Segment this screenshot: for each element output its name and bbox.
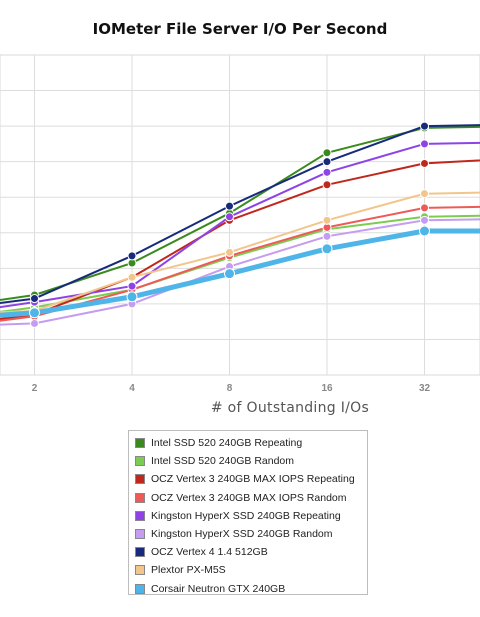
data-point: [322, 148, 332, 158]
series-8: [0, 225, 480, 319]
legend-swatch: [135, 529, 145, 540]
legend-label: OCZ Vertex 4 1.4 512GB: [151, 546, 268, 559]
data-point: [224, 268, 235, 280]
series-line: [0, 159, 480, 320]
data-point: [127, 251, 137, 261]
series-6: [0, 121, 480, 304]
legend-label: OCZ Vertex 3 240GB MAX IOPS Repeating: [151, 473, 355, 486]
data-point: [30, 294, 39, 304]
series-2: [0, 158, 480, 320]
data-point: [225, 212, 234, 222]
data-point: [29, 307, 40, 319]
legend-label: OCZ Vertex 3 240GB MAX IOPS Random: [151, 491, 347, 504]
x-axis-label: # of Outstanding I/Os: [210, 400, 370, 416]
data-point: [420, 139, 429, 149]
legend-label: Intel SSD 520 240GB Repeating: [151, 437, 303, 450]
legend-swatch: [135, 565, 145, 576]
legend-label: Intel SSD 520 240GB Random: [151, 455, 295, 468]
data-point: [322, 167, 332, 177]
legend-swatch: [135, 456, 145, 467]
x-tick-labels: 2 4 8 16 32: [32, 383, 431, 394]
data-point: [420, 189, 429, 199]
legend-swatch: [135, 510, 145, 521]
legend-label: Kingston HyperX SSD 240GB Repeating: [151, 509, 341, 522]
legend-item: Intel SSD 520 240GB Random: [135, 452, 367, 470]
data-point: [127, 281, 137, 291]
legend-swatch: [135, 438, 145, 449]
legend-label: Kingston HyperX SSD 240GB Random: [151, 528, 333, 541]
grid-lines: [0, 54, 480, 376]
data-point: [322, 180, 332, 190]
data-point: [322, 231, 332, 241]
legend-item: Intel SSD 520 240GB Repeating: [135, 434, 367, 452]
x-tick-label: 32: [419, 383, 431, 394]
data-point: [322, 215, 332, 225]
x-tick-label: 2: [32, 383, 38, 394]
legend-item: OCZ Vertex 4 1.4 512GB: [135, 543, 367, 561]
legend-item: Corsair Neutron GTX 240GB: [135, 580, 367, 598]
chart-title: IOMeter File Server I/O Per Second: [92, 20, 388, 38]
legend-swatch: [135, 492, 145, 503]
data-point: [420, 121, 429, 131]
x-tick-label: 4: [129, 383, 135, 394]
legend-item: Kingston HyperX SSD 240GB Repeating: [135, 507, 367, 525]
legend-item: OCZ Vertex 3 240GB MAX IOPS Random: [135, 489, 367, 507]
legend-item: OCZ Vertex 3 240GB MAX IOPS Repeating: [135, 470, 367, 488]
legend-item: Plextor PX-M5S: [135, 561, 367, 579]
x-tick-label: 16: [321, 383, 333, 394]
data-point: [420, 203, 429, 213]
series-line: [0, 228, 480, 318]
legend-swatch: [135, 474, 145, 485]
legend-label: Corsair Neutron GTX 240GB: [151, 582, 286, 595]
legend: Intel SSD 520 240GB Repeating Intel SSD 5…: [128, 430, 368, 595]
series-line: [0, 141, 480, 309]
series-lines: [0, 121, 480, 328]
legend-label: Plextor PX-M5S: [151, 564, 226, 577]
data-point: [419, 225, 430, 237]
series-line: [0, 124, 480, 304]
data-point: [321, 243, 333, 255]
data-point: [127, 272, 137, 282]
data-point: [420, 215, 429, 225]
data-point: [30, 318, 39, 328]
legend-item: Kingston HyperX SSD 240GB Random: [135, 525, 367, 543]
data-point: [126, 291, 138, 303]
data-point: [420, 158, 429, 168]
x-tick-label: 8: [227, 383, 233, 394]
series-line: [0, 205, 480, 322]
legend-swatch: [135, 547, 145, 558]
data-point: [225, 247, 234, 257]
data-point: [322, 157, 332, 167]
plot-area-border: [0, 54, 480, 376]
legend-swatch: [135, 583, 145, 594]
data-point: [225, 201, 234, 211]
